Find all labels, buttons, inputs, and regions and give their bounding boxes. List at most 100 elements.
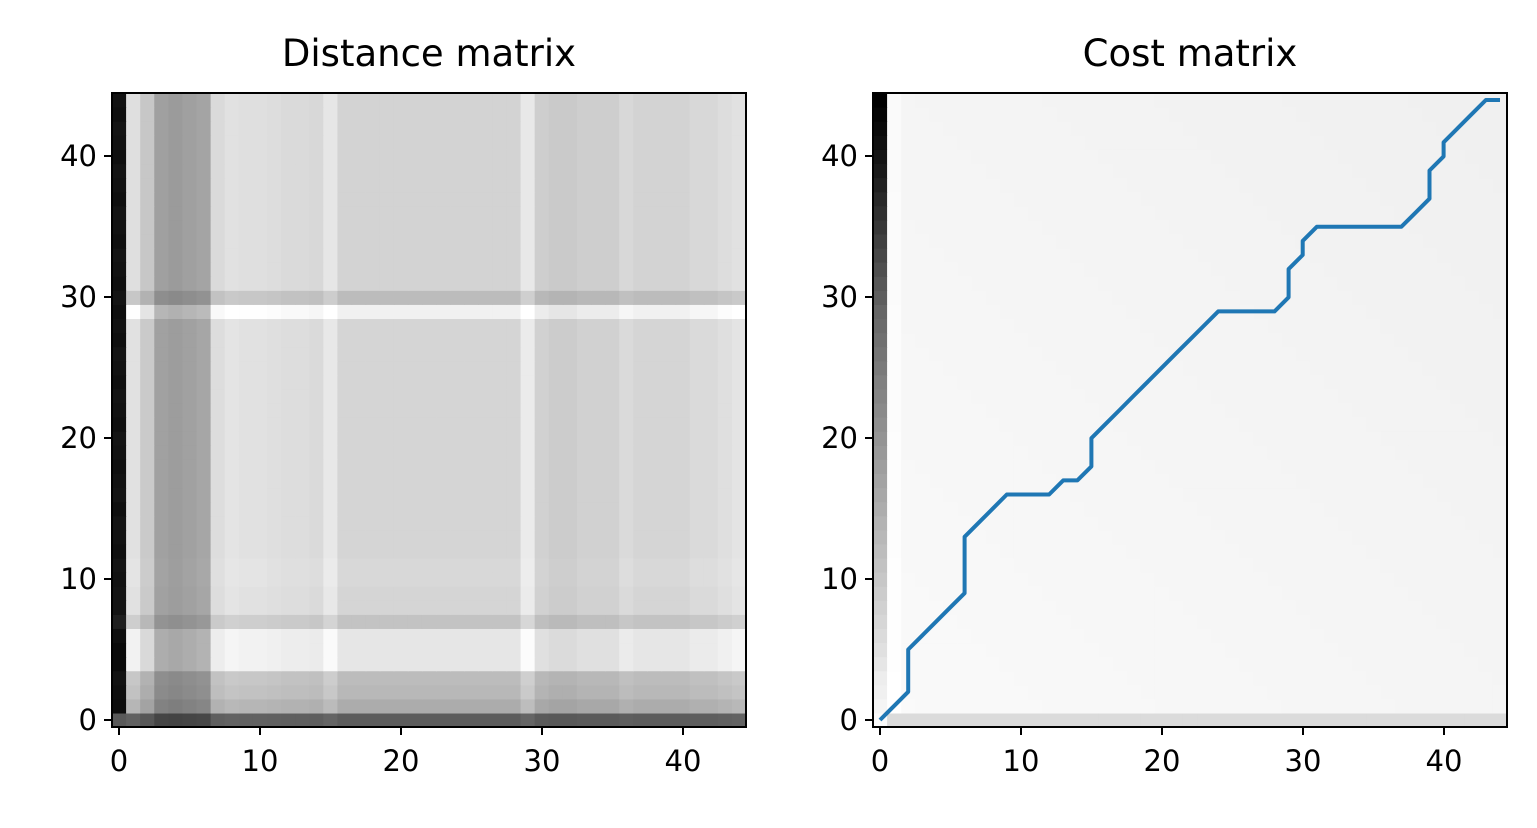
- heatmap-cell: [562, 586, 578, 601]
- heatmap-cell: [1168, 473, 1184, 489]
- heatmap-cell: [619, 543, 634, 559]
- heatmap-cell: [1197, 529, 1212, 545]
- heatmap-cell: [1253, 177, 1269, 193]
- heatmap-cell: [1112, 543, 1128, 559]
- heatmap-cell: [1337, 276, 1353, 291]
- heatmap-cell: [450, 459, 465, 474]
- heatmap-cell: [957, 388, 973, 404]
- heatmap-cell: [1168, 149, 1184, 165]
- heatmap-cell: [562, 529, 578, 545]
- heatmap-cell: [1295, 149, 1311, 165]
- heatmap-cell: [1140, 149, 1156, 165]
- heatmap-cell: [1225, 219, 1240, 235]
- heatmap-cell: [393, 459, 409, 474]
- heatmap-cell: [619, 431, 634, 446]
- heatmap-cell: [154, 614, 169, 629]
- heatmap-cell: [675, 670, 691, 686]
- heatmap-cell: [464, 445, 479, 460]
- heatmap-cell: [1027, 262, 1043, 277]
- heatmap-cell: [196, 247, 212, 263]
- heatmap-cell: [1366, 712, 1381, 728]
- heatmap-cell: [1323, 163, 1339, 179]
- heatmap-cell: [1394, 529, 1409, 545]
- heatmap-cell: [605, 417, 620, 432]
- heatmap-cell: [1450, 247, 1466, 263]
- heatmap-cell: [985, 247, 1001, 263]
- heatmap-cell: [281, 501, 296, 517]
- heatmap-cell: [478, 614, 493, 629]
- heatmap-cell: [182, 698, 198, 714]
- heatmap-cell: [1027, 93, 1043, 108]
- heatmap-cell: [281, 431, 296, 446]
- heatmap-cell: [915, 177, 930, 193]
- heatmap-cell: [365, 670, 381, 686]
- heatmap-cell: [379, 191, 395, 207]
- heatmap-cell: [393, 262, 409, 277]
- heatmap-cell: [1225, 445, 1240, 460]
- heatmap-cell: [210, 572, 226, 587]
- heatmap-cell: [210, 670, 226, 686]
- heatmap-cell: [112, 332, 127, 348]
- heatmap-cell: [238, 431, 254, 446]
- heatmap-cell: [1253, 402, 1269, 418]
- heatmap-cell: [506, 684, 522, 700]
- heatmap-cell: [1211, 473, 1226, 489]
- heatmap-cell: [633, 684, 648, 700]
- heatmap-cell: [1098, 670, 1114, 686]
- heatmap-cell: [887, 628, 902, 644]
- heatmap-cell: [1225, 332, 1240, 348]
- heatmap-cell: [619, 177, 634, 193]
- heatmap-cell: [450, 304, 465, 320]
- heatmap-cell: [450, 149, 465, 165]
- heatmap-cell: [238, 487, 254, 503]
- heatmap-cell: [971, 614, 987, 629]
- heatmap-cell: [140, 642, 155, 658]
- heatmap-cell: [929, 684, 945, 700]
- heatmap-cell: [309, 402, 324, 418]
- heatmap-cell: [1450, 318, 1466, 334]
- heatmap-cell: [605, 459, 620, 474]
- heatmap-cell: [605, 247, 620, 263]
- heatmap-cell: [1027, 712, 1043, 728]
- heatmap-cell: [309, 712, 324, 728]
- heatmap-cell: [619, 445, 634, 460]
- heatmap-cell: [492, 445, 508, 460]
- heatmap-cell: [1154, 290, 1170, 305]
- heatmap-cell: [1267, 219, 1283, 235]
- heatmap-cell: [999, 586, 1015, 601]
- heatmap-cell: [1295, 276, 1311, 291]
- heatmap-cell: [379, 670, 395, 686]
- heatmap-cell: [1154, 614, 1170, 629]
- heatmap-cell: [436, 473, 451, 489]
- heatmap-cell: [140, 501, 155, 517]
- heatmap-cell: [337, 501, 353, 517]
- heatmap-cell: [1225, 388, 1240, 404]
- heatmap-cell: [266, 163, 282, 179]
- heatmap-cell: [1436, 247, 1452, 263]
- heatmap-cell: [717, 557, 733, 573]
- heatmap-cell: [196, 346, 212, 362]
- heatmap-cell: [534, 445, 550, 460]
- heatmap-cell: [661, 586, 677, 601]
- heatmap-cell: [1140, 135, 1156, 150]
- heatmap-cell: [309, 529, 324, 545]
- heatmap-cell: [492, 501, 508, 517]
- heatmap-cell: [1197, 670, 1212, 686]
- heatmap-cell: [112, 276, 127, 291]
- heatmap-cell: [1492, 191, 1508, 207]
- heatmap-cell: [266, 402, 282, 418]
- heatmap-cell: [1027, 346, 1043, 362]
- heatmap-cell: [309, 417, 324, 432]
- heatmap-cell: [1253, 487, 1269, 503]
- heatmap-cell: [1267, 374, 1283, 390]
- heatmap-cell: [281, 445, 296, 460]
- heatmap-cell: [605, 586, 620, 601]
- heatmap-cell: [266, 670, 282, 686]
- heatmap-cell: [1197, 515, 1212, 531]
- heatmap-cell: [675, 684, 691, 700]
- heatmap-cell: [548, 557, 564, 573]
- heatmap-cell: [238, 600, 254, 615]
- heatmap-cell: [1042, 374, 1057, 390]
- heatmap-cell: [1027, 600, 1043, 615]
- heatmap-cell: [689, 135, 705, 150]
